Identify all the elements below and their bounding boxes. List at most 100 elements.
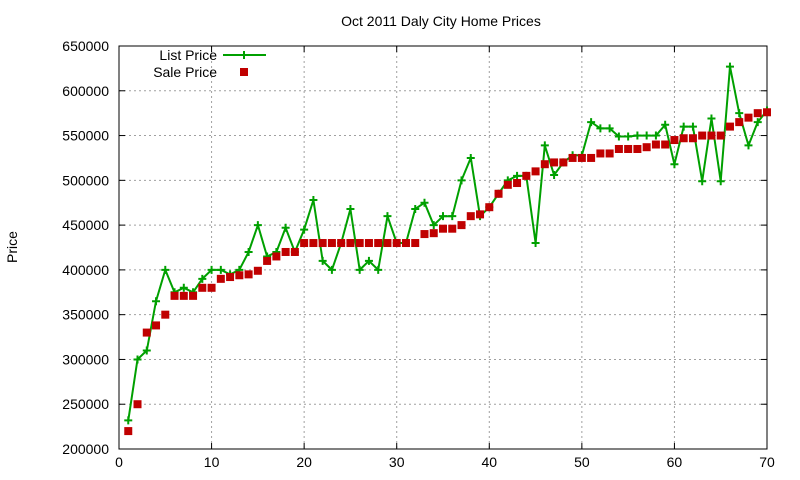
list-price-point — [411, 204, 420, 213]
sale-price-point — [374, 239, 383, 248]
sale-price-point — [383, 239, 392, 248]
sale-price-point — [624, 144, 633, 153]
list-price-point — [179, 283, 188, 292]
sale-price-point — [392, 239, 401, 248]
list-price-point — [550, 170, 559, 179]
sale-price-point — [466, 212, 475, 221]
list-price-point — [661, 120, 670, 129]
y-tick-label: 450000 — [62, 217, 109, 233]
sale-price-point — [503, 180, 512, 189]
sale-price-point — [577, 153, 586, 162]
list-price-point — [614, 132, 623, 141]
sale-price-point — [318, 239, 327, 248]
y-tick-label: 350000 — [62, 307, 109, 323]
x-tick-label: 70 — [759, 454, 775, 470]
y-tick-label: 600000 — [62, 83, 109, 99]
list-price-point — [513, 171, 522, 180]
sale-price-point — [725, 122, 734, 131]
list-price-point — [688, 122, 697, 131]
list-price-point — [587, 118, 596, 127]
sale-price-point — [161, 310, 170, 319]
axis-ticks: 0 10 20 30 40 50 60 70 200000 250000 300000 350000 4… — [62, 38, 775, 470]
list-price-point — [355, 265, 364, 274]
list-price-point — [420, 198, 429, 207]
list-price-point — [124, 416, 133, 425]
sale-price-point — [679, 134, 688, 143]
sale-price-point — [429, 229, 438, 238]
list-price-point — [318, 256, 327, 265]
sale-price-point — [614, 144, 623, 153]
list-price-point — [716, 177, 725, 186]
y-tick-label: 550000 — [62, 128, 109, 144]
list-price-point — [161, 265, 170, 274]
list-price-point — [383, 212, 392, 221]
sale-price-point — [216, 274, 225, 283]
sale-price-point — [170, 291, 179, 300]
list-price-point — [540, 141, 549, 150]
sale-price-point — [152, 321, 161, 330]
list-price-point — [152, 297, 161, 306]
list-price-point — [253, 221, 262, 230]
sale-price-point — [476, 210, 485, 219]
list-price-point — [753, 118, 762, 127]
x-tick-label: 40 — [481, 454, 497, 470]
sale-price-point — [355, 239, 364, 248]
sale-price-point — [300, 239, 309, 248]
list-price-point — [651, 131, 660, 140]
sale-price-point — [550, 158, 559, 167]
list-price-point — [735, 109, 744, 118]
legend-marker-sale-price — [240, 68, 248, 76]
sale-price-point — [559, 158, 568, 167]
list-price-point — [133, 355, 142, 364]
list-price-point — [448, 212, 457, 221]
list-price-point — [624, 132, 633, 141]
list-price-point — [642, 131, 651, 140]
list-price-point — [707, 114, 716, 123]
sale-price-point — [494, 189, 503, 198]
sale-price-point — [651, 140, 660, 149]
x-tick-label: 50 — [574, 454, 590, 470]
sale-price-point — [531, 167, 540, 176]
sale-price-point — [346, 239, 355, 248]
plot-frame — [118, 45, 768, 450]
legend-label-sale-price: Sale Price — [153, 64, 217, 80]
list-price-point — [244, 247, 253, 256]
list-price-point — [216, 265, 225, 274]
sale-price-point — [420, 230, 429, 239]
list-price-point — [198, 274, 207, 283]
sale-price-point — [179, 291, 188, 300]
list-price-point — [596, 124, 605, 133]
sale-price-point — [281, 247, 290, 256]
sale-price-point — [513, 179, 522, 188]
sale-price-point — [661, 140, 670, 149]
sale-price-point — [568, 153, 577, 162]
list-price-point — [346, 204, 355, 213]
list-price-point — [679, 122, 688, 131]
sale-price-point — [253, 266, 262, 275]
list-price-point — [364, 256, 373, 265]
list-price-point — [670, 160, 679, 169]
sale-price-point — [698, 131, 707, 140]
list-price-point — [281, 223, 290, 232]
list-price-point — [457, 176, 466, 185]
y-axis-label: Price — [4, 231, 20, 263]
sale-price-point — [189, 291, 198, 300]
sale-price-point — [744, 113, 753, 122]
list-price-point — [698, 177, 707, 186]
y-tick-label: 400000 — [62, 262, 109, 278]
list-price-point — [633, 131, 642, 140]
list-price-point — [531, 239, 540, 248]
sale-price-point — [522, 171, 531, 180]
list-price-point — [429, 221, 438, 230]
sale-price-point — [633, 144, 642, 153]
sale-price-point — [735, 118, 744, 127]
list-price-line — [127, 66, 768, 421]
x-tick-label: 30 — [389, 454, 405, 470]
series-layer — [124, 62, 771, 436]
list-price-point — [142, 346, 151, 355]
x-tick-label: 20 — [296, 454, 312, 470]
list-price-point — [466, 153, 475, 162]
sale-price-point — [272, 252, 281, 261]
sale-price-point — [198, 283, 207, 292]
